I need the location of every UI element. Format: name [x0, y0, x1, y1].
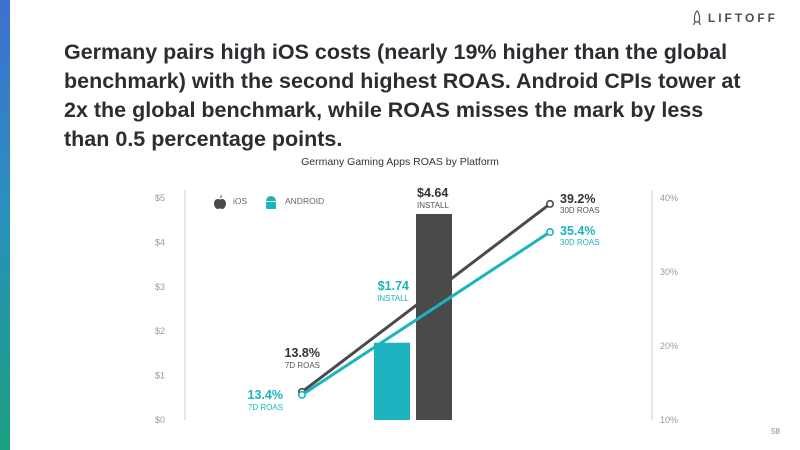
line-sub-label: 7D ROAS — [285, 361, 320, 370]
headline: Germany pairs high iOS costs (nearly 19%… — [64, 40, 741, 151]
left-axis-tick-label: $0 — [155, 415, 165, 425]
left-axis-tick-label: $2 — [155, 326, 165, 336]
line-point-ios — [545, 199, 554, 208]
bar-sub-label: INSTALL — [377, 294, 409, 303]
right-axis-tick-label: 40% — [660, 193, 678, 203]
line-point-android — [297, 390, 306, 399]
page-number: 58 — [771, 427, 780, 436]
liftoff-logo: LIFTOFF — [692, 10, 778, 26]
apple-icon — [214, 195, 226, 209]
line-android — [301, 230, 551, 397]
line-value-label: 13.8% — [285, 346, 320, 360]
left-axis-tick-label: $1 — [155, 371, 165, 381]
logo-text: LIFTOFF — [707, 11, 778, 25]
line-sub-label: 7D ROAS — [248, 403, 283, 412]
left-axis-tick-label: $5 — [155, 193, 165, 203]
android-icon — [266, 196, 276, 209]
right-axis-tick-label: 30% — [660, 267, 678, 277]
bar-android-install — [374, 342, 410, 420]
line-value-label: 13.4% — [248, 388, 283, 402]
legend-label-android: ANDROID — [285, 196, 324, 206]
bar-value-label: $4.64 — [417, 186, 448, 200]
right-axis-tick-label: 10% — [660, 415, 678, 425]
right-axis-tick-label: 20% — [660, 341, 678, 351]
bar-sub-label: INSTALL — [417, 201, 449, 210]
accent-side-bar — [0, 0, 10, 450]
bar-value-label: $1.74 — [378, 279, 409, 293]
line-ios — [301, 202, 551, 394]
legend-label-ios: iOS — [233, 196, 248, 206]
line-value-label: 39.2% — [560, 192, 595, 206]
chart-title: Germany Gaming Apps ROAS by Platform — [301, 156, 499, 168]
line-sub-label: 30D ROAS — [560, 206, 600, 215]
rocket-icon — [692, 10, 701, 26]
left-axis-tick-label: $4 — [155, 237, 165, 247]
line-value-label: 35.4% — [560, 224, 595, 238]
left-axis-tick-label: $3 — [155, 282, 165, 292]
line-sub-label: 30D ROAS — [560, 238, 600, 247]
line-point-android — [545, 228, 554, 237]
